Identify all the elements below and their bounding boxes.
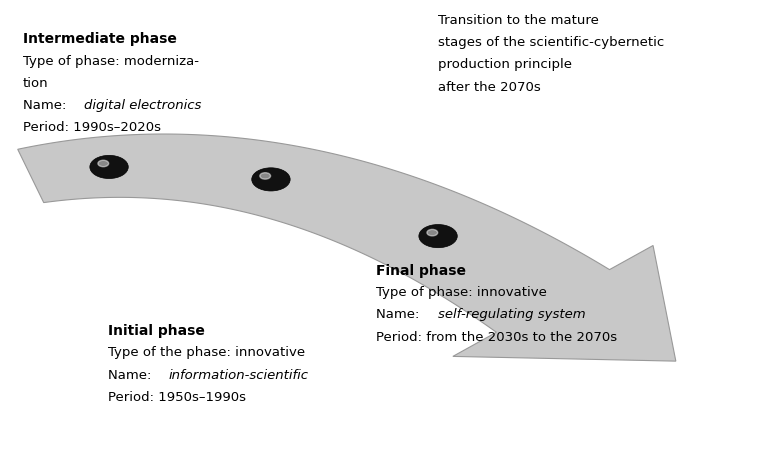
Polygon shape (18, 134, 676, 361)
Circle shape (427, 229, 438, 236)
Text: Type of phase: moderniza-: Type of phase: moderniza- (23, 55, 199, 68)
Text: Final phase: Final phase (376, 264, 466, 278)
Text: Initial phase: Initial phase (108, 324, 204, 338)
Text: Type of phase: innovative: Type of phase: innovative (376, 286, 547, 299)
Circle shape (98, 160, 109, 167)
Text: production principle: production principle (438, 58, 571, 71)
Text: tion: tion (23, 77, 48, 90)
Text: Type of the phase: innovative: Type of the phase: innovative (108, 346, 305, 359)
Circle shape (252, 168, 290, 191)
Text: after the 2070s: after the 2070s (438, 81, 541, 94)
Circle shape (260, 173, 270, 179)
Text: Period: 1950s–1990s: Period: 1950s–1990s (108, 391, 246, 404)
Text: self-regulating system: self-regulating system (438, 308, 585, 321)
Text: Period: 1990s–2020s: Period: 1990s–2020s (23, 121, 161, 134)
Text: stages of the scientific-cybernetic: stages of the scientific-cybernetic (438, 36, 664, 49)
Text: Name:: Name: (108, 369, 155, 382)
Text: Intermediate phase: Intermediate phase (23, 32, 177, 46)
Text: Transition to the mature: Transition to the mature (438, 14, 598, 27)
Text: Name:: Name: (23, 99, 71, 112)
Text: Name:: Name: (376, 308, 424, 321)
Text: information-scientific: information-scientific (169, 369, 309, 382)
Circle shape (419, 225, 457, 248)
Text: Period: from the 2030s to the 2070s: Period: from the 2030s to the 2070s (376, 331, 617, 344)
Circle shape (90, 156, 128, 179)
Text: digital electronics: digital electronics (84, 99, 202, 112)
